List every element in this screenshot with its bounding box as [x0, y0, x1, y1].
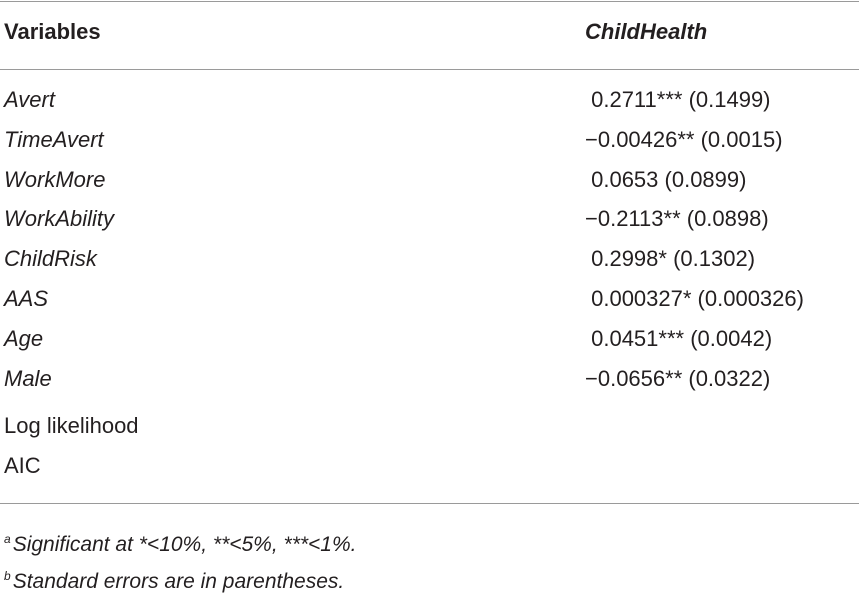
table-top-rule [0, 1, 859, 2]
table-row: Male −0.0656** (0.0322) [0, 365, 859, 405]
stat-row: Log likelihood [0, 412, 600, 452]
table-row: WorkMore 0.0653 (0.0899) [0, 166, 859, 206]
table-row: WorkAbility −0.2113** (0.0898) [0, 205, 859, 245]
variable-name: Avert [4, 87, 55, 112]
table-row: AAS 0.000327* (0.000326) [0, 285, 859, 325]
footnote-marker: b [4, 569, 11, 583]
coefficient-value: 0.0653 (0.0899) [585, 166, 747, 192]
stat-row: AIC [0, 452, 600, 492]
stat-label: AIC [4, 452, 41, 478]
table-row: TimeAvert −0.00426** (0.0015) [0, 126, 859, 166]
variable-name: TimeAvert [4, 126, 104, 152]
header-childhealth: ChildHealth [585, 19, 708, 44]
table-row: ChildRisk 0.2998* (0.1302) [0, 245, 859, 285]
variable-name: WorkAbility [4, 206, 115, 232]
variable-name: AAS [4, 285, 49, 311]
coefficient-value: −0.0656** (0.0322) [585, 365, 771, 391]
table-stats: Log likelihood AIC [0, 412, 600, 492]
coefficient-value: −0.2113** (0.0898) [585, 206, 769, 232]
variable-name: Male [4, 365, 52, 391]
footnote-text: Standard errors are in parentheses. [12, 570, 345, 593]
variable-name: Age [4, 325, 44, 351]
footnote-text: Significant at *<10%, **<5%, ***<1%. [12, 533, 357, 556]
variable-name: WorkMore [4, 166, 106, 192]
header-variables: Variables [4, 19, 101, 44]
footnote: aSignificant at *<10%, **<5%, ***<1%. [4, 526, 357, 558]
table-row: Age 0.0451*** (0.0042) [0, 325, 859, 365]
footnote-marker: a [4, 532, 11, 546]
coefficient-value: 0.2998* (0.1302) [585, 246, 756, 272]
stat-label: Log likelihood [4, 413, 139, 438]
coefficient-value: 0.0451*** (0.0042) [585, 325, 773, 351]
table-row: Avert 0.2711*** (0.1499) [0, 86, 859, 126]
header-rule [0, 69, 859, 70]
coefficient-value: 0.000327* (0.000326) [585, 285, 804, 311]
coefficient-value: 0.2711*** (0.1499) [585, 87, 771, 112]
footnote: bStandard errors are in parentheses. [4, 563, 344, 595]
table-bottom-rule [0, 503, 859, 504]
variable-name: ChildRisk [4, 246, 97, 272]
table-body: Avert 0.2711*** (0.1499) TimeAvert −0.00… [0, 86, 859, 404]
coefficient-value: −0.00426** (0.0015) [585, 126, 783, 152]
